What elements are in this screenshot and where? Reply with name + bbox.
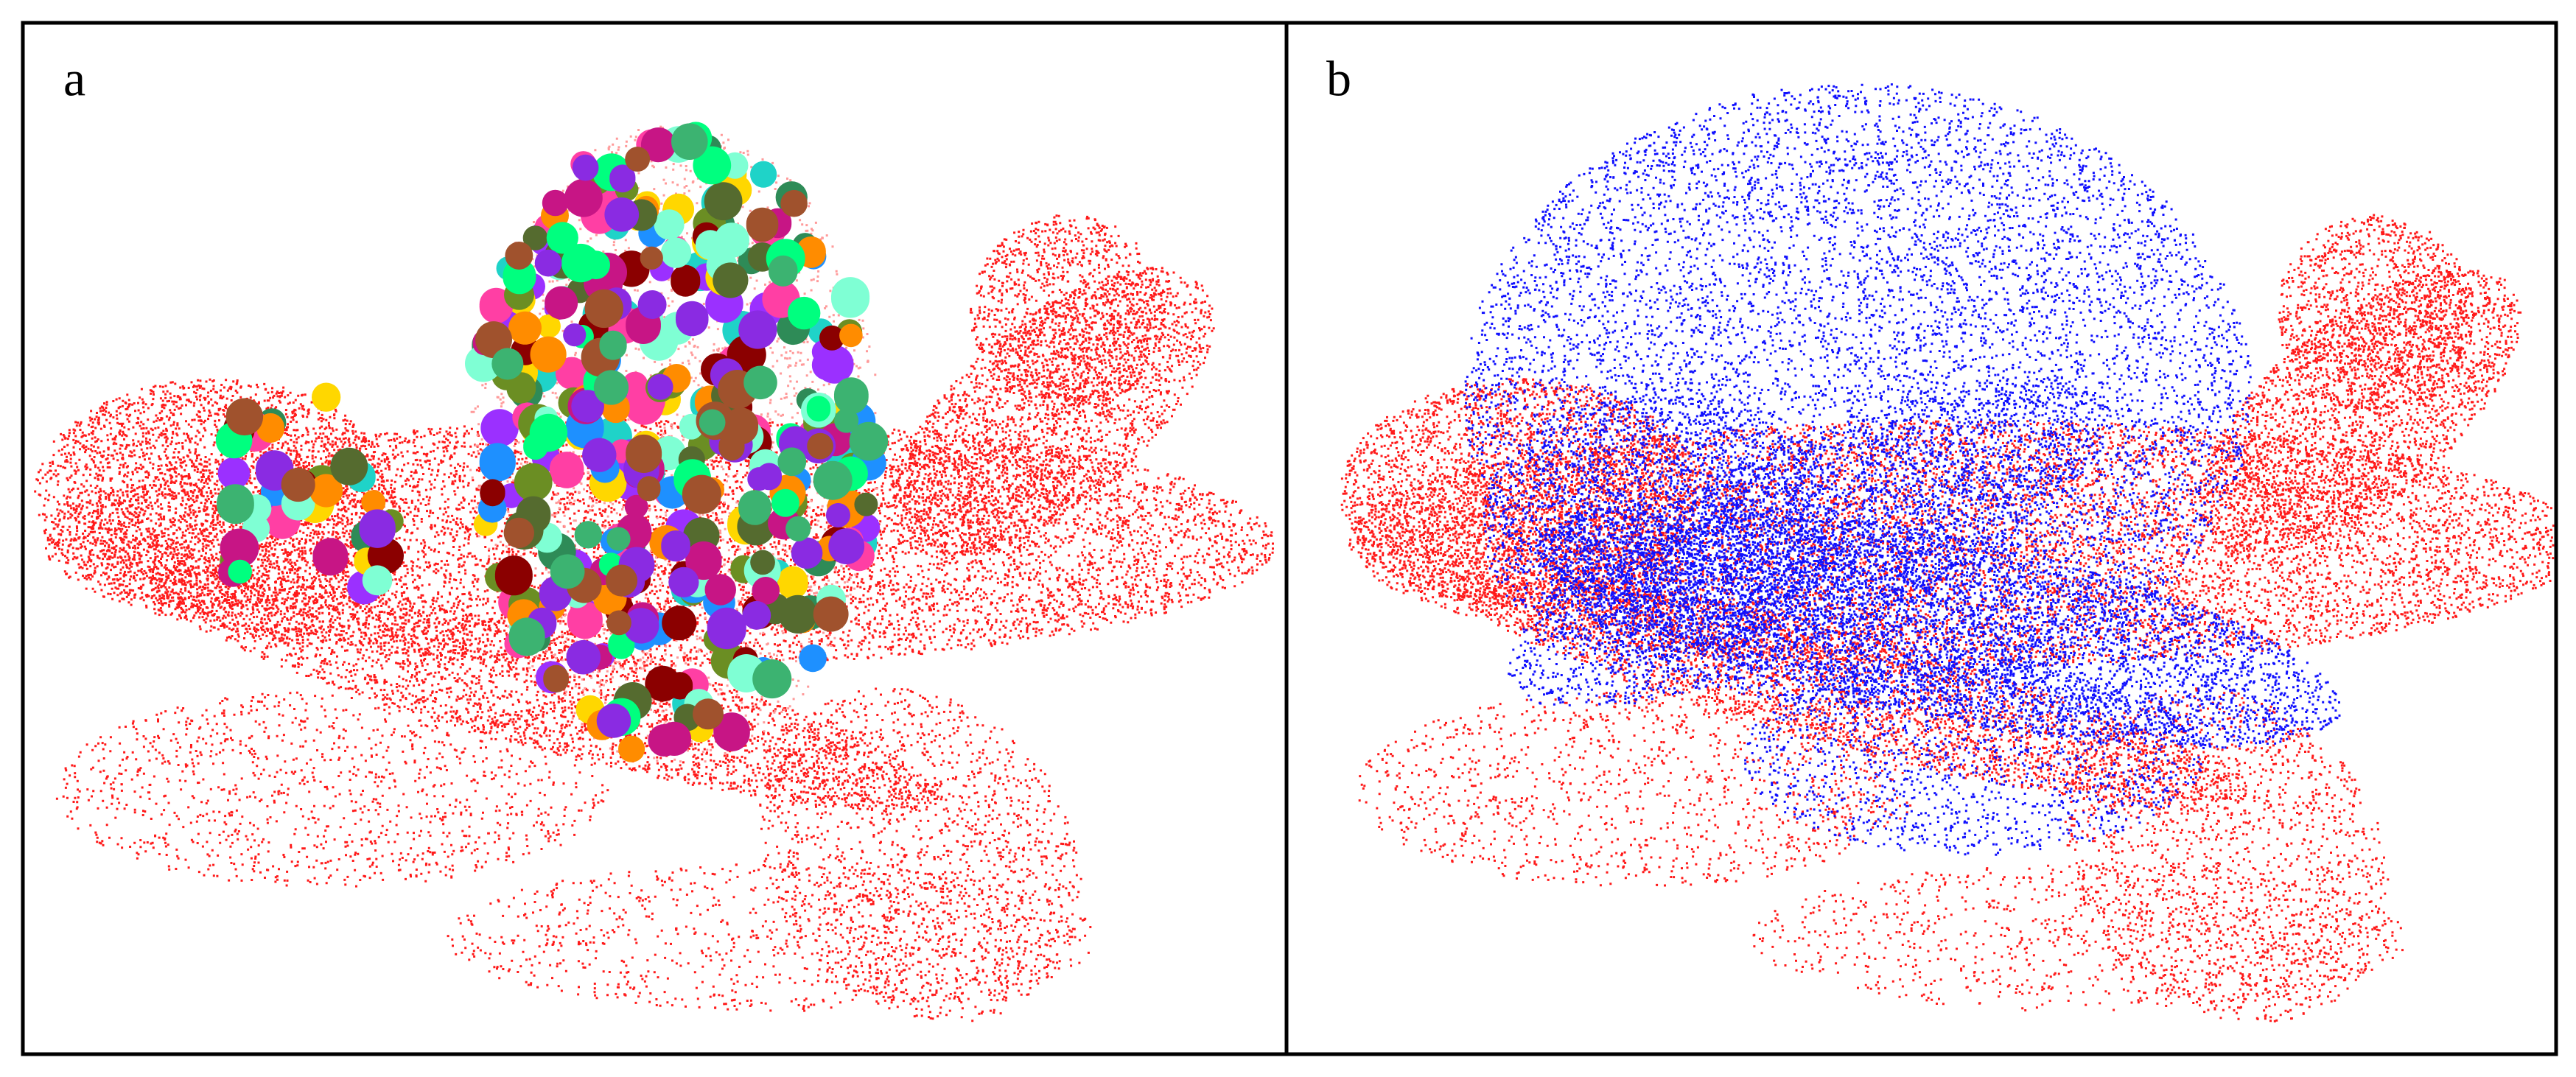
segment-blob <box>346 161 878 723</box>
point-clouds <box>34 83 2555 1022</box>
blue-points <box>1463 83 2341 856</box>
panel-label: b <box>1326 51 1351 107</box>
red-points <box>34 214 1275 1022</box>
segment-blob <box>256 195 867 762</box>
segment-blob <box>215 122 868 736</box>
panel-label: a <box>63 51 85 107</box>
segment-blob <box>217 220 881 694</box>
frame <box>21 21 2558 1056</box>
segment-blob <box>225 147 849 730</box>
red-points <box>1340 214 2555 1022</box>
